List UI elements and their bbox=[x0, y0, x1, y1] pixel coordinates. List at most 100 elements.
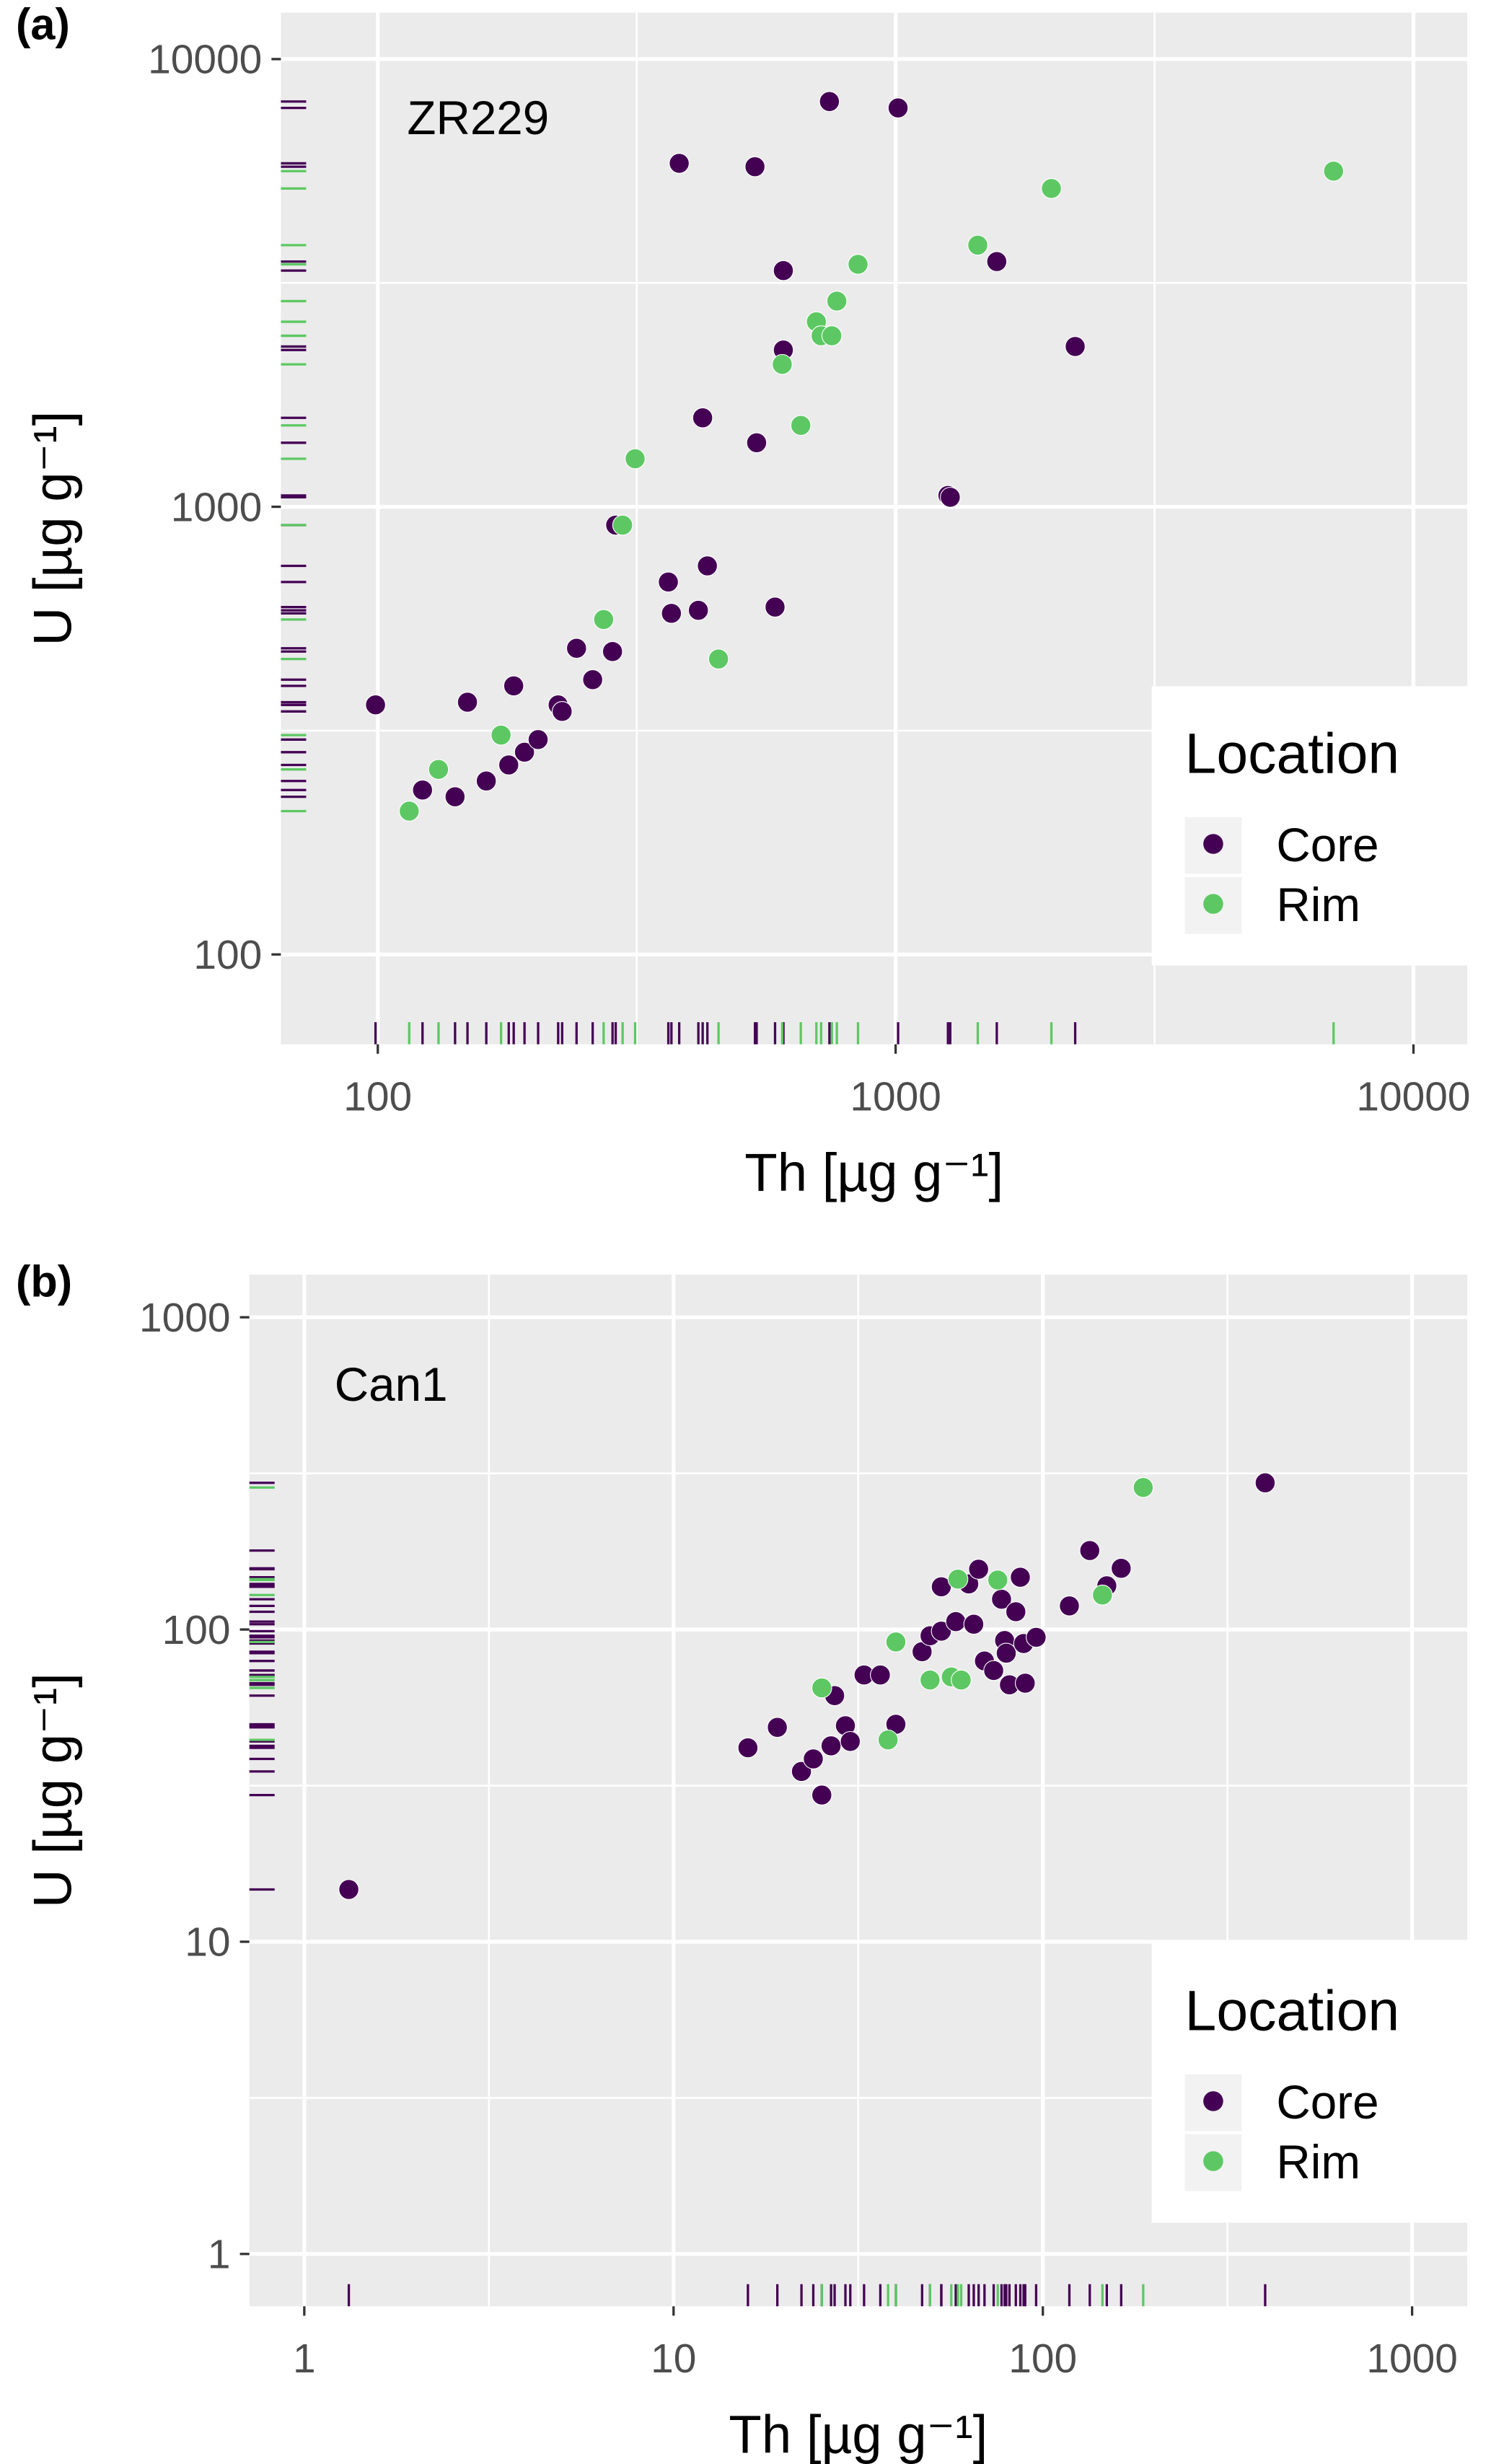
data-point-core bbox=[697, 555, 718, 576]
y-tick-label: 10 bbox=[185, 1920, 230, 1966]
data-point-core bbox=[687, 599, 709, 621]
data-point-core bbox=[887, 97, 909, 118]
data-point-rim bbox=[951, 1669, 972, 1691]
data-point-core bbox=[338, 1879, 359, 1900]
data-point-core bbox=[658, 571, 679, 593]
data-point-core bbox=[968, 1559, 989, 1580]
data-point-rim bbox=[811, 1677, 832, 1699]
legend-key-rim bbox=[1203, 2151, 1223, 2171]
data-point-rim bbox=[612, 514, 633, 536]
y-tick-label: 100 bbox=[193, 933, 262, 978]
legend-label-rim: Rim bbox=[1276, 879, 1360, 931]
data-point-core bbox=[744, 156, 765, 177]
data-point-core bbox=[811, 1785, 832, 1805]
data-point-core bbox=[767, 1717, 788, 1738]
data-point-rim bbox=[1041, 177, 1062, 199]
y-axis-title: U [µg g⁻¹] bbox=[23, 411, 83, 646]
data-point-rim bbox=[848, 254, 868, 275]
data-point-core bbox=[870, 1664, 891, 1686]
data-point-rim bbox=[821, 325, 843, 346]
data-point-core bbox=[1254, 1472, 1276, 1494]
data-point-rim bbox=[826, 291, 848, 312]
data-point-core bbox=[498, 754, 519, 775]
data-point-rim bbox=[877, 1729, 899, 1751]
data-point-core bbox=[1111, 1557, 1132, 1579]
data-point-core bbox=[552, 700, 573, 722]
data-point-rim bbox=[790, 415, 812, 436]
data-point-rim bbox=[399, 801, 420, 822]
x-tick-label: 10 bbox=[651, 2336, 696, 2382]
data-point-core bbox=[527, 729, 549, 750]
panel-b: 1 10 100 1000 1 10 100 1000 Can1 (b) Th [µg g⁻¹] U … bbox=[16, 1257, 1468, 2464]
y-tick-label: 100 bbox=[162, 1608, 231, 1653]
data-point-rim bbox=[593, 609, 615, 630]
legend-key-core bbox=[1203, 834, 1223, 854]
legend-key-core bbox=[1203, 2091, 1223, 2111]
x-tick-label: 100 bbox=[343, 1075, 412, 1120]
data-point-core bbox=[983, 1660, 1004, 1681]
legend: Location Core Rim bbox=[1151, 1943, 1468, 2223]
legend-label-core: Core bbox=[1276, 819, 1378, 871]
data-point-rim bbox=[885, 1632, 907, 1653]
legend: Location Core Rim bbox=[1151, 686, 1468, 966]
data-point-core bbox=[661, 603, 682, 624]
legend-label-core: Core bbox=[1276, 2076, 1378, 2129]
data-point-core bbox=[412, 779, 434, 801]
x-tick-label: 1000 bbox=[850, 1075, 941, 1120]
legend-key-rim bbox=[1203, 894, 1223, 914]
data-point-core bbox=[765, 597, 786, 617]
y-tick-label: 1000 bbox=[171, 485, 263, 530]
data-point-core bbox=[566, 638, 587, 659]
data-point-core bbox=[995, 1642, 1017, 1664]
sample-annotation: ZR229 bbox=[407, 92, 549, 144]
data-point-core bbox=[1005, 1601, 1026, 1622]
data-point-core bbox=[582, 669, 603, 690]
data-point-rim bbox=[428, 759, 449, 780]
data-point-rim bbox=[1091, 1584, 1113, 1606]
data-point-core bbox=[773, 260, 794, 281]
data-point-core bbox=[475, 770, 497, 792]
data-point-rim bbox=[625, 448, 646, 470]
x-tick-label: 10000 bbox=[1356, 1075, 1470, 1120]
data-point-core bbox=[457, 692, 478, 713]
data-point-rim bbox=[491, 724, 511, 746]
data-point-core bbox=[945, 1611, 967, 1632]
data-point-core bbox=[514, 742, 535, 763]
panel-label: (b) bbox=[16, 1257, 72, 1306]
data-point-core bbox=[669, 153, 690, 174]
data-point-core bbox=[820, 1735, 842, 1756]
data-point-core bbox=[803, 1748, 824, 1769]
data-point-core bbox=[1065, 336, 1086, 357]
legend-title: Location bbox=[1185, 722, 1400, 786]
data-point-core bbox=[1010, 1567, 1031, 1588]
data-point-core bbox=[444, 786, 466, 807]
data-point-rim bbox=[947, 1568, 969, 1590]
data-point-core bbox=[503, 675, 524, 697]
data-point-core bbox=[1079, 1540, 1101, 1561]
legend-title: Location bbox=[1185, 1979, 1400, 2043]
y-tick-label: 10000 bbox=[148, 38, 262, 83]
data-point-rim bbox=[1323, 160, 1345, 182]
data-point-core bbox=[986, 251, 1008, 272]
x-tick-label: 1000 bbox=[1366, 2336, 1458, 2382]
data-point-rim bbox=[1132, 1477, 1154, 1498]
data-point-core bbox=[365, 694, 386, 716]
data-point-core bbox=[1026, 1627, 1047, 1648]
y-axis-title: U [µg g⁻¹] bbox=[23, 1673, 83, 1908]
data-point-rim bbox=[987, 1570, 1008, 1590]
panel-a: 100 1000 10000 100 1000 10000 ZR229 (a) Th [µg g… bbox=[16, 0, 1471, 1202]
data-point-rim bbox=[708, 648, 729, 669]
x-axis-title: Th [µg g⁻¹] bbox=[744, 1143, 1003, 1202]
x-tick-label: 1 bbox=[293, 2336, 316, 2382]
panel-label: (a) bbox=[16, 0, 70, 49]
data-point-core bbox=[746, 432, 768, 454]
data-point-core bbox=[931, 1621, 952, 1642]
x-tick-label: 100 bbox=[1008, 2336, 1077, 2382]
data-point-core bbox=[963, 1614, 985, 1635]
data-point-rim bbox=[967, 234, 988, 256]
data-point-core bbox=[737, 1737, 759, 1759]
data-point-core bbox=[1059, 1596, 1080, 1616]
y-tick-label: 1 bbox=[208, 2232, 231, 2277]
data-point-core bbox=[940, 487, 961, 508]
